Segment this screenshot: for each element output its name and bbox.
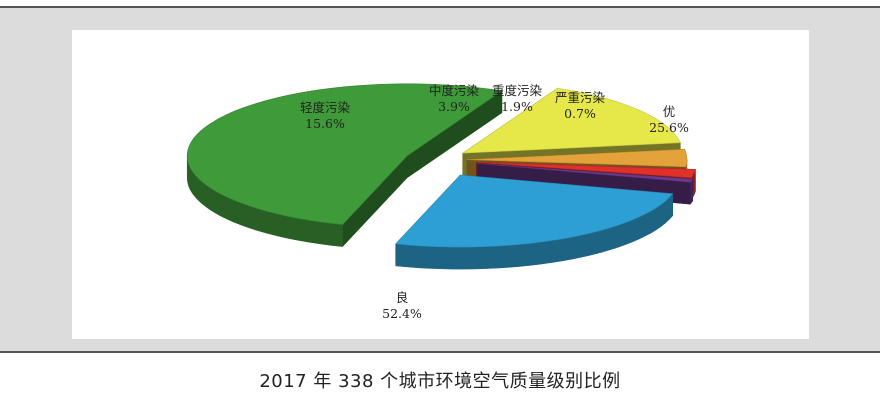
slice-name-label-1: 良 [396, 290, 409, 305]
chart-caption: 2017 年 338 个城市环境空气质量级别比例 [259, 371, 621, 392]
slice-value-label-4: 1.9% [501, 99, 533, 114]
chart-frame: 优 25.6% 良 52.4% 轻度污染 15.6% 中度污染 3.9% 重度污染 1.9% 严重污… [0, 6, 880, 353]
slice-value-label-5: 0.7% [564, 106, 596, 121]
pie-slice-0 [395, 174, 674, 270]
slice-value-label-3: 3.9% [438, 99, 470, 114]
slice-name-label-4: 重度污染 [492, 83, 543, 98]
slice-name-label-3: 中度污染 [429, 83, 480, 98]
slice-value-label-0: 25.6% [649, 120, 689, 135]
slice-name-label-2: 轻度污染 [300, 100, 351, 115]
slice-name-label-0: 优 [663, 104, 676, 119]
slice-name-label-5: 严重污染 [555, 90, 606, 105]
pie-slice-1 [186, 83, 503, 248]
slice-value-label-1: 52.4% [382, 306, 422, 321]
plot-area: 优 25.6% 良 52.4% 轻度污染 15.6% 中度污染 3.9% 重度污染 1.9% 严重污… [72, 30, 809, 339]
slice-value-label-2: 15.6% [305, 116, 345, 131]
